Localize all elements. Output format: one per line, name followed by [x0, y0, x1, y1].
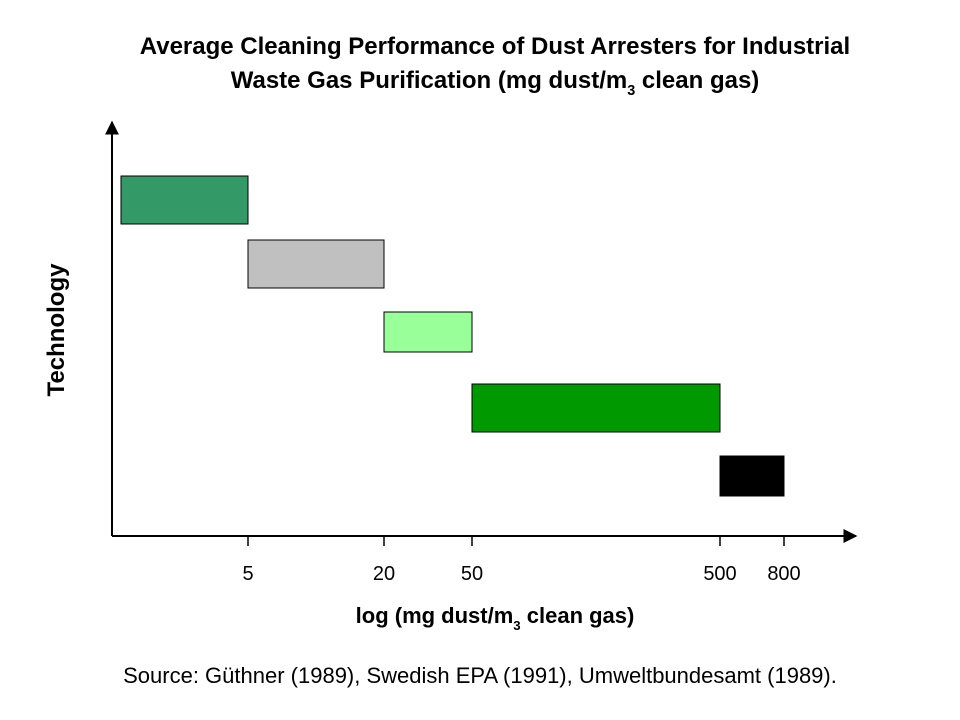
ticks-layer: 5 20 50 500 800	[242, 536, 801, 585]
bar-1	[120, 175, 249, 225]
title-line2-text: Waste Gas Purification (mg dust/m	[230, 67, 628, 94]
source-note: Source: Güthner (1989), Swedish EPA (199…	[123, 663, 837, 688]
bars-layer	[120, 175, 785, 497]
x-axis-label: log (mg dust/m3 clean gas)	[0, 603, 960, 633]
chart-title-line1: Average Cleaning Performance of Dust Arr…	[139, 33, 851, 60]
x-tick-label-5: 5	[242, 563, 253, 585]
y-axis-label: Technology	[43, 263, 70, 397]
x-axis-label-end: clean gas)	[520, 603, 635, 628]
x-tick-label-50: 50	[461, 563, 483, 585]
x-axis-label-text: log (mg dust/m	[355, 603, 514, 628]
title-superscript: 3	[627, 83, 636, 100]
bar-5	[719, 455, 785, 497]
x-tick-label-20: 20	[373, 563, 395, 585]
x-tick-label-800: 800	[767, 563, 800, 585]
title-line2-end: clean gas)	[635, 67, 760, 94]
x-axis-label-superscript: 3	[513, 617, 521, 633]
chart-title-line2: Waste Gas Purification (mg dust/m3 clean…	[0, 64, 960, 101]
chart-title: Average Cleaning Performance of Dust Arr…	[0, 30, 960, 101]
bar-4	[471, 383, 721, 433]
x-tick-label-500: 500	[703, 563, 736, 585]
bar-2	[247, 239, 385, 289]
bar-3	[383, 311, 473, 353]
